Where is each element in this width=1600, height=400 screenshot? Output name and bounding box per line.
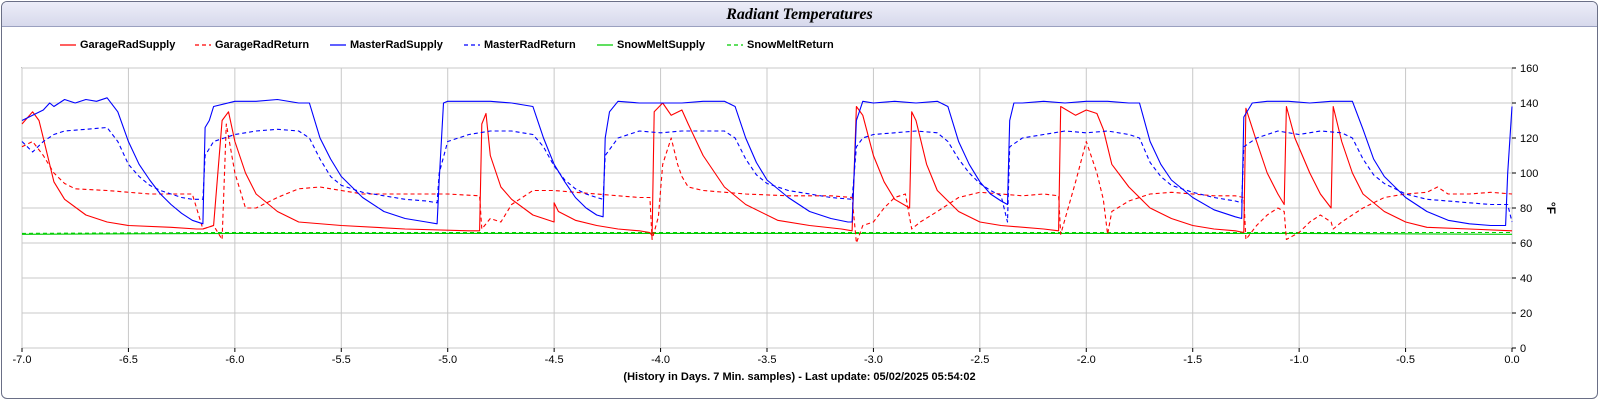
y-tick-label: 60 bbox=[1520, 238, 1532, 250]
y-tick-label: 120 bbox=[1520, 133, 1538, 145]
y-axis-label: °F bbox=[1544, 202, 1558, 214]
x-tick-label: -4.0 bbox=[651, 354, 670, 366]
title-bar: Radiant Temperatures bbox=[2, 2, 1597, 27]
chart-title: Radiant Temperatures bbox=[726, 6, 873, 23]
series-group bbox=[21, 97, 1513, 244]
x-tick-label: -6.0 bbox=[225, 354, 244, 366]
x-axis-caption: (History in Days. 7 Min. samples) - Last… bbox=[623, 371, 976, 383]
y-tick-label: 160 bbox=[1520, 63, 1538, 75]
y-tick-label: 40 bbox=[1520, 273, 1532, 285]
legend-label: SnowMeltReturn bbox=[747, 39, 834, 51]
legend-label: GarageRadReturn bbox=[215, 39, 310, 51]
x-tick-label: 0.0 bbox=[1504, 354, 1519, 366]
series-line-masterradreturn bbox=[21, 126, 1513, 223]
y-tick-label: 80 bbox=[1520, 203, 1532, 215]
legend-label: GarageRadSupply bbox=[80, 39, 176, 51]
series-line-masterradsupply bbox=[21, 97, 1513, 227]
x-tick-label: -5.5 bbox=[332, 354, 351, 366]
y-tick-label: 20 bbox=[1520, 308, 1532, 320]
y-tick-label: 140 bbox=[1520, 98, 1538, 110]
x-tick-label: -0.5 bbox=[1396, 354, 1415, 366]
x-axis-ticks: -7.0 -6.5 -6.0 -5.5 -5.0 -4.5 -4.0 -3.5 -3.0 -2.5… bbox=[13, 348, 1520, 366]
legend-label: MasterRadSupply bbox=[350, 39, 443, 51]
legend-label: SnowMeltSupply bbox=[617, 39, 705, 51]
x-tick-label: -2.5 bbox=[970, 354, 989, 366]
y-tick-label: 100 bbox=[1520, 168, 1538, 180]
x-tick-label: -1.5 bbox=[1183, 354, 1202, 366]
series-line-snowmeltreturn bbox=[21, 231, 1512, 234]
x-tick-label: -3.0 bbox=[864, 354, 883, 366]
x-tick-label: -6.5 bbox=[119, 354, 138, 366]
series-line-garageradreturn bbox=[21, 123, 1513, 244]
x-tick-label: -3.5 bbox=[758, 354, 777, 366]
y-axis-ticks: 0 20 40 60 80 100 120 140 160 bbox=[1512, 63, 1538, 355]
x-tick-label: -1.0 bbox=[1290, 354, 1309, 366]
x-tick-label: -2.0 bbox=[1077, 354, 1096, 366]
legend-label: MasterRadReturn bbox=[484, 39, 576, 51]
y-tick-label: 0 bbox=[1520, 343, 1526, 355]
x-tick-label: -5.0 bbox=[438, 354, 457, 366]
x-tick-label: -7.0 bbox=[13, 354, 32, 366]
series-line-garageradsupply bbox=[21, 102, 1513, 237]
x-tick-label: -4.5 bbox=[545, 354, 564, 366]
series-line-snowmeltsupply bbox=[21, 232, 1513, 235]
